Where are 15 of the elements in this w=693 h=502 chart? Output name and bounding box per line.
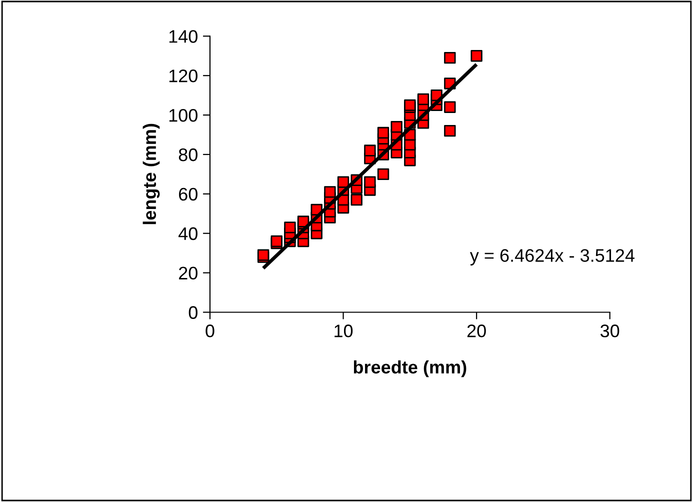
y-tick-label: 0 bbox=[188, 306, 198, 319]
y-tick-label: 80 bbox=[178, 148, 198, 162]
annotation: y = 6.4624x - 3.5124 bbox=[470, 249, 634, 266]
y-tick-label: 40 bbox=[178, 227, 198, 240]
x-tick-label: 10 bbox=[334, 324, 353, 338]
y-tick-label: 100 bbox=[169, 108, 198, 122]
y-tick-label: 20 bbox=[179, 266, 198, 280]
y-axis-title: lengte (mm) bbox=[142, 124, 160, 224]
x-tick-label: 20 bbox=[467, 324, 486, 338]
y-tick-label: 140 bbox=[169, 30, 198, 43]
y-tick-label: 120 bbox=[169, 70, 198, 82]
x-tick-label: 30 bbox=[600, 324, 620, 338]
y-tick-label: 60 bbox=[179, 188, 198, 201]
x-tick-label: 0 bbox=[206, 324, 214, 338]
x-axis-title: breedte (mm) bbox=[354, 360, 466, 378]
